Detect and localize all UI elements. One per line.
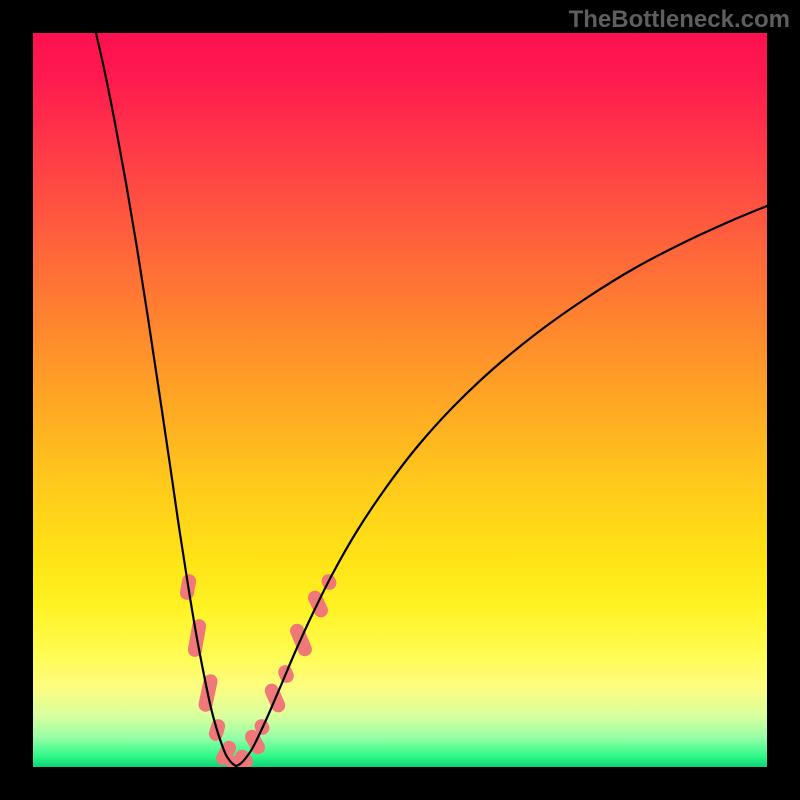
figure-root: TheBottleneck.com — [0, 0, 800, 800]
curve-left — [96, 33, 236, 766]
attribution-text: TheBottleneck.com — [569, 6, 790, 34]
chart-svg — [33, 33, 767, 767]
plot-area — [33, 33, 767, 767]
curve-right — [236, 206, 767, 766]
